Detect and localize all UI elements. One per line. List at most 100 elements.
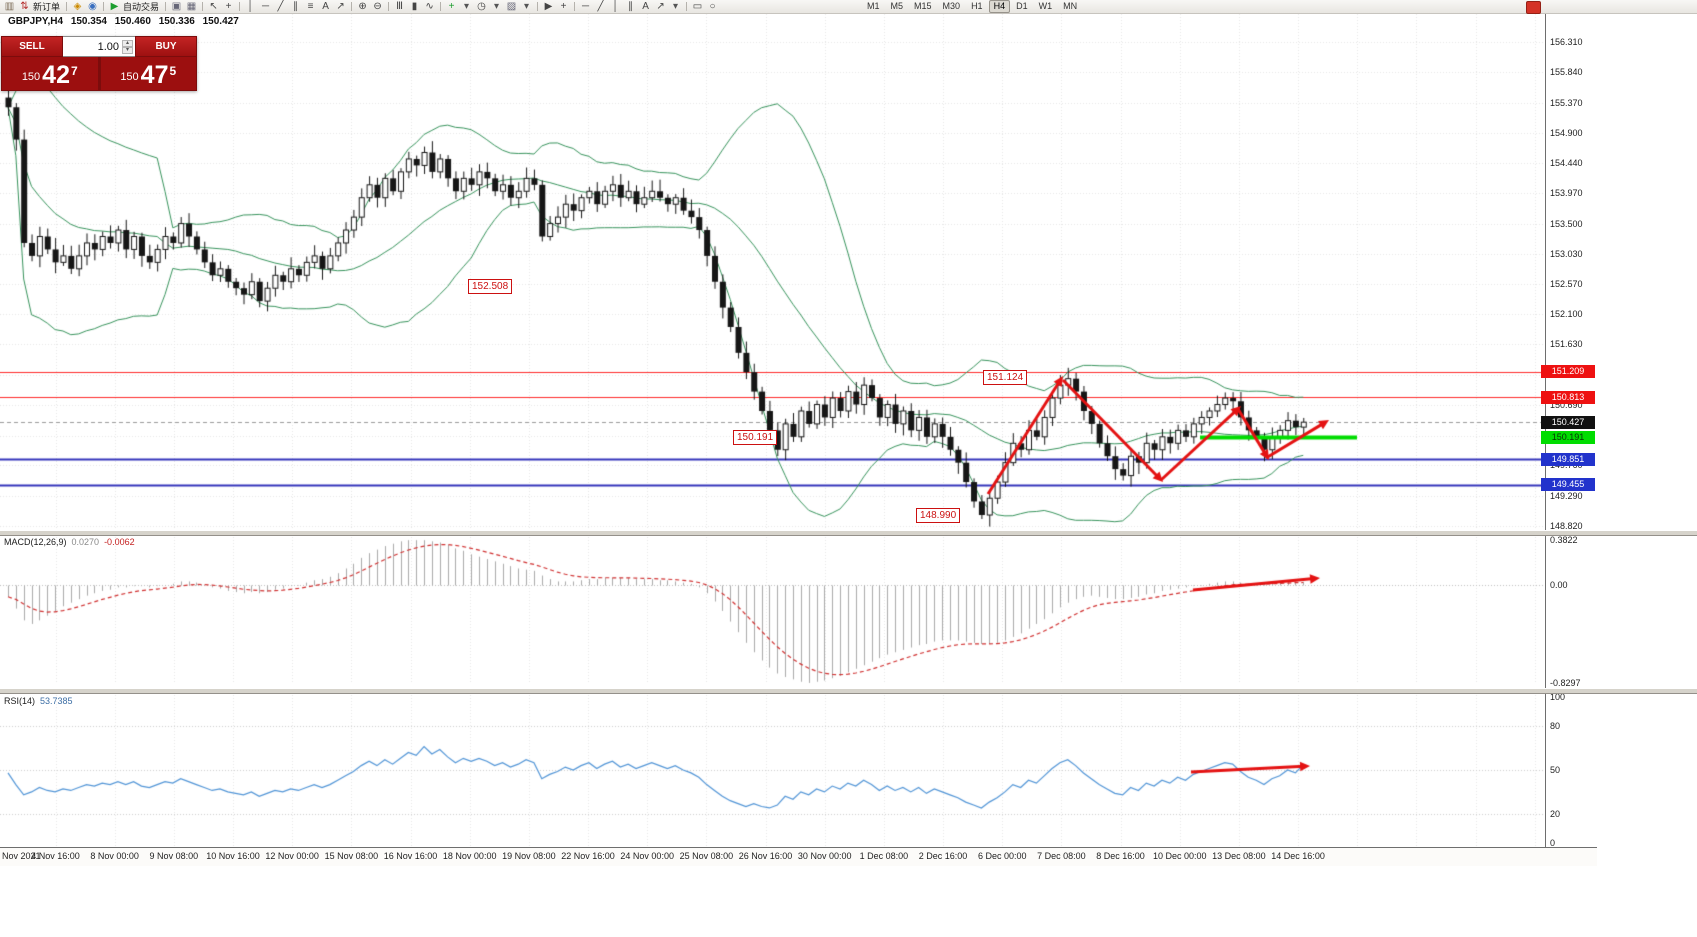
time-axis-label: 8 Dec 16:00	[1096, 851, 1145, 861]
fibonacci-icon[interactable]: ≡	[307, 0, 314, 12]
price-axis-label: 155.370	[1550, 97, 1583, 108]
rsi-value: 53.7385	[40, 696, 73, 706]
time-axis-label: 22 Nov 16:00	[561, 851, 615, 861]
volume-down-icon[interactable]: ▾	[122, 46, 133, 54]
time-axis-label: 4 Nov 16:00	[31, 851, 80, 861]
arrows2-caret-icon[interactable]: ▾	[673, 0, 679, 12]
new-order-icon[interactable]: ⇅	[20, 0, 29, 12]
timeframe-w1[interactable]: W1	[1038, 1, 1053, 11]
ohlc-high: 150.460	[114, 16, 151, 27]
autotrade-play-icon[interactable]: ▶	[110, 0, 119, 12]
channel-icon[interactable]: ∥	[293, 0, 299, 12]
time-axis-label: 14 Dec 16:00	[1271, 851, 1325, 861]
price-annotation[interactable]: 148.990	[916, 508, 961, 523]
time-axis-label: 26 Nov 16:00	[738, 851, 793, 861]
toolbar-separator	[537, 2, 539, 11]
candlestick-chart-icon[interactable]: ▮	[411, 0, 418, 12]
timeframe-m5[interactable]: M5	[890, 1, 904, 11]
price-axis-border	[1545, 13, 1546, 847]
buy-price[interactable]: 150 47 5	[99, 57, 197, 91]
text-icon[interactable]: A	[322, 0, 329, 12]
alert-icon[interactable]	[1526, 1, 1541, 14]
templates-icon[interactable]: ▨	[506, 0, 517, 12]
autotrade-label[interactable]: 自动交易	[123, 2, 160, 12]
volume-up-icon[interactable]: ▴	[122, 39, 133, 47]
indicators-caret-icon[interactable]: ▾	[464, 0, 470, 12]
chart-window-icon[interactable]: ▥	[4, 0, 15, 12]
macd-scale-label: 0.3822	[1550, 534, 1578, 545]
templates-caret-icon[interactable]: ▾	[524, 0, 530, 12]
time-axis-label: 10 Nov 16:00	[206, 851, 260, 861]
timeframe-m30[interactable]: M30	[942, 1, 961, 11]
panel-separator[interactable]	[0, 688, 1697, 694]
buy-price-prefix: 150	[120, 71, 139, 83]
panel-separator[interactable]	[0, 530, 1697, 536]
arrows2-icon[interactable]: ↗	[656, 0, 665, 12]
equidistant-channel-icon[interactable]: ∥	[628, 0, 634, 12]
line-chart-icon[interactable]: ∿	[425, 0, 434, 12]
toolbar-separator	[202, 2, 204, 11]
crosshair-icon[interactable]: +	[225, 0, 232, 12]
price-axis-label: 152.570	[1550, 278, 1583, 289]
price-axis-tag: 150.191	[1541, 430, 1595, 444]
new-chart-icon[interactable]: ▣	[171, 0, 182, 12]
timeframe-m1[interactable]: M1	[867, 1, 880, 11]
trendline-icon[interactable]: ╱	[277, 0, 284, 12]
crosshair2-icon[interactable]: +	[560, 0, 567, 12]
bar-chart-icon[interactable]: Ⅲ	[396, 0, 403, 12]
time-axis-label: 18 Nov 00:00	[442, 851, 497, 861]
trendline2-icon[interactable]: ╱	[597, 0, 604, 12]
timeframe-d1[interactable]: D1	[1016, 1, 1028, 11]
chart-symbol-header: GBPJPY,H4 150.354 150.460 150.336 150.42…	[8, 16, 244, 27]
timeframes-icon[interactable]: ◷	[477, 0, 486, 12]
indicators-icon[interactable]: +	[448, 0, 455, 12]
macd-label: MACD(12,26,9) 0.0270 -0.0062	[4, 537, 135, 547]
buy-button[interactable]: BUY	[135, 36, 197, 57]
volume-input[interactable]: 1.00 ▴ ▾	[63, 36, 135, 57]
sell-price[interactable]: 150 42 7	[1, 57, 99, 91]
time-axis-label: 12 Nov 00:00	[265, 851, 319, 861]
price-annotation[interactable]: 151.124	[983, 370, 1028, 385]
zoom-out-icon[interactable]: ⊖	[373, 0, 382, 12]
toolbar-separator	[165, 2, 167, 11]
compass-icon[interactable]: ◈	[73, 0, 82, 12]
arrow-tools-icon[interactable]: ↗	[336, 0, 345, 12]
sell-button[interactable]: SELL	[1, 36, 63, 57]
timeframe-m15[interactable]: M15	[914, 1, 932, 11]
zoom-in-icon[interactable]: ⊕	[358, 0, 367, 12]
text2-icon[interactable]: A	[642, 0, 649, 12]
cursor-icon[interactable]: ↖	[209, 0, 218, 12]
ellipse-icon[interactable]: ○	[709, 0, 716, 12]
macd-signal-value: -0.0062	[104, 537, 135, 547]
rsi-scale-label: 50	[1550, 765, 1561, 775]
timeframes-caret-icon[interactable]: ▾	[494, 0, 500, 12]
price-axis-label: 153.030	[1550, 248, 1583, 259]
vline2-icon[interactable]: │	[612, 0, 619, 12]
rsi-scale-label: 20	[1550, 808, 1561, 819]
time-axis-label: 9 Nov 08:00	[149, 851, 199, 861]
profiles-icon[interactable]: ▦	[186, 0, 197, 12]
new-order-label[interactable]: 新订单	[33, 2, 61, 12]
pointer-icon[interactable]: ▶	[544, 0, 553, 12]
toolbar-separator	[440, 2, 442, 11]
hline2-icon[interactable]: ─	[581, 0, 590, 12]
timeframe-h1[interactable]: H1	[971, 1, 983, 11]
price-axis-label: 148.820	[1550, 521, 1583, 531]
time-axis-label: 7 Dec 08:00	[1037, 851, 1086, 861]
timeframe-h4[interactable]: H4	[988, 0, 1011, 13]
volume-value: 1.00	[97, 40, 119, 53]
sell-price-main: 42	[42, 61, 70, 89]
timeframe-mn[interactable]: MN	[1063, 1, 1078, 11]
rectangle-icon[interactable]: ▭	[692, 0, 703, 12]
price-axis-label: 155.840	[1550, 67, 1583, 78]
price-annotation[interactable]: 150.191	[733, 430, 778, 445]
sell-price-sup: 7	[70, 64, 78, 78]
vertical-line-icon[interactable]: │	[247, 0, 254, 12]
horizontal-line-icon[interactable]: ─	[261, 0, 270, 12]
guide-icon[interactable]: ◉	[88, 0, 97, 12]
time-axis-label: 8 Nov 00:00	[90, 851, 139, 861]
price-axis-label: 153.970	[1550, 188, 1583, 199]
price-annotation[interactable]: 152.508	[468, 279, 513, 294]
macd-scale-label: -0.8297	[1550, 677, 1581, 688]
